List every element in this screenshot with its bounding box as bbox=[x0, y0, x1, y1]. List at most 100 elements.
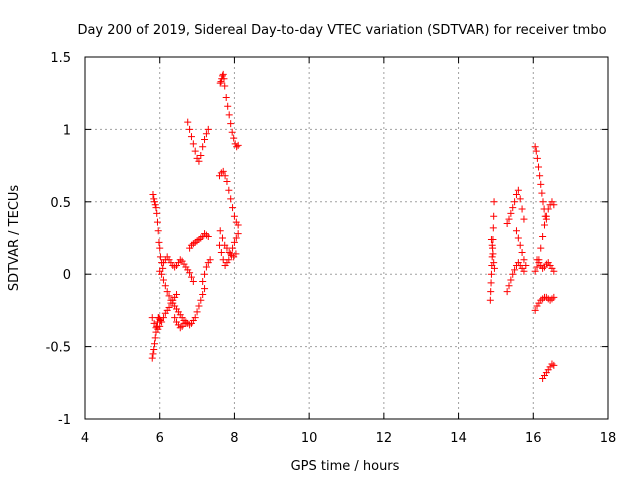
data-point bbox=[232, 234, 240, 242]
data-point bbox=[150, 198, 158, 206]
data-point bbox=[158, 318, 166, 326]
data-point bbox=[187, 273, 195, 281]
data-point bbox=[539, 198, 547, 206]
data-point bbox=[159, 276, 167, 284]
x-tick-label: 8 bbox=[230, 431, 238, 446]
data-point bbox=[537, 180, 545, 188]
data-point bbox=[221, 82, 229, 90]
data-point bbox=[225, 111, 233, 119]
data-point bbox=[149, 350, 157, 358]
data-point bbox=[511, 198, 519, 206]
data-point bbox=[514, 186, 522, 194]
data-point bbox=[224, 102, 232, 110]
data-point bbox=[165, 292, 173, 300]
data-point bbox=[234, 141, 242, 149]
data-point bbox=[173, 290, 181, 298]
data-point bbox=[195, 302, 203, 310]
data-point bbox=[490, 198, 498, 206]
data-point bbox=[186, 125, 194, 133]
data-point bbox=[512, 191, 520, 199]
data-point bbox=[505, 282, 513, 290]
data-point bbox=[229, 204, 237, 212]
data-point bbox=[518, 205, 526, 213]
data-point bbox=[548, 295, 556, 303]
data-point bbox=[503, 288, 511, 296]
data-point bbox=[487, 288, 495, 296]
data-point bbox=[219, 167, 227, 175]
data-point bbox=[531, 306, 539, 314]
data-point bbox=[550, 201, 558, 209]
x-tick-label: 18 bbox=[600, 431, 617, 446]
data-point bbox=[150, 345, 158, 353]
data-point bbox=[202, 263, 210, 271]
series-arc-v bbox=[533, 256, 558, 275]
y-tick-label: 0.5 bbox=[50, 196, 71, 211]
data-point bbox=[204, 125, 212, 133]
data-point bbox=[487, 235, 495, 243]
data-point bbox=[537, 244, 545, 252]
data-point bbox=[150, 195, 158, 203]
data-point bbox=[516, 241, 524, 249]
data-point bbox=[150, 340, 158, 348]
data-point bbox=[539, 233, 547, 241]
series-arc-d bbox=[156, 267, 190, 327]
data-point bbox=[490, 212, 498, 220]
data-point bbox=[232, 250, 240, 258]
data-point bbox=[216, 227, 224, 235]
data-point bbox=[219, 70, 227, 78]
data-point bbox=[533, 263, 541, 271]
series-arc-q bbox=[503, 259, 528, 296]
data-point bbox=[230, 238, 238, 246]
series-arc-u bbox=[531, 293, 558, 314]
data-point bbox=[159, 264, 167, 272]
data-point bbox=[488, 241, 496, 249]
data-point bbox=[234, 230, 242, 238]
data-point bbox=[218, 234, 226, 242]
data-point bbox=[171, 314, 179, 322]
axis-ticks-layer: 4 6 8 10 12 14 16 18 -1 -0.5 0 0.5 1 1.5 bbox=[46, 51, 617, 446]
data-point bbox=[216, 79, 224, 87]
x-axis-title: GPS time / hours bbox=[291, 459, 400, 474]
data-point bbox=[550, 293, 558, 301]
data-point bbox=[487, 279, 495, 287]
data-point bbox=[531, 143, 539, 151]
data-point bbox=[234, 221, 242, 229]
data-point bbox=[540, 221, 548, 229]
data-point bbox=[231, 140, 239, 148]
data-point bbox=[161, 282, 169, 290]
data-point bbox=[488, 253, 496, 261]
data-point bbox=[152, 204, 160, 212]
series-arc-l bbox=[215, 230, 242, 270]
data-point bbox=[507, 276, 515, 284]
data-point bbox=[223, 178, 231, 186]
x-tick-label: 16 bbox=[525, 431, 542, 446]
data-point bbox=[148, 314, 156, 322]
data-point bbox=[531, 267, 539, 275]
data-point bbox=[487, 270, 495, 278]
plot-frame bbox=[84, 56, 609, 420]
data-point bbox=[151, 201, 159, 209]
data-point bbox=[544, 205, 552, 213]
data-point bbox=[197, 151, 205, 159]
data-point bbox=[189, 277, 197, 285]
data-point bbox=[191, 147, 199, 155]
series-arc-h bbox=[186, 230, 212, 252]
data-point bbox=[156, 244, 164, 252]
series-arc-a bbox=[149, 191, 167, 272]
data-point bbox=[202, 130, 210, 138]
data-point bbox=[516, 195, 524, 203]
data-point bbox=[222, 94, 230, 102]
data-point bbox=[150, 319, 158, 327]
y-tick-label: -0.5 bbox=[46, 341, 71, 356]
grid-layer bbox=[85, 57, 608, 419]
data-point bbox=[152, 324, 160, 332]
data-point bbox=[199, 290, 207, 298]
data-point bbox=[195, 157, 203, 165]
data-point bbox=[490, 259, 498, 267]
data-points-layer bbox=[148, 70, 558, 382]
y-tick-label: 0 bbox=[63, 268, 71, 283]
series-arc-p bbox=[503, 186, 528, 228]
series-arc-i bbox=[199, 256, 214, 285]
data-point bbox=[490, 264, 498, 272]
